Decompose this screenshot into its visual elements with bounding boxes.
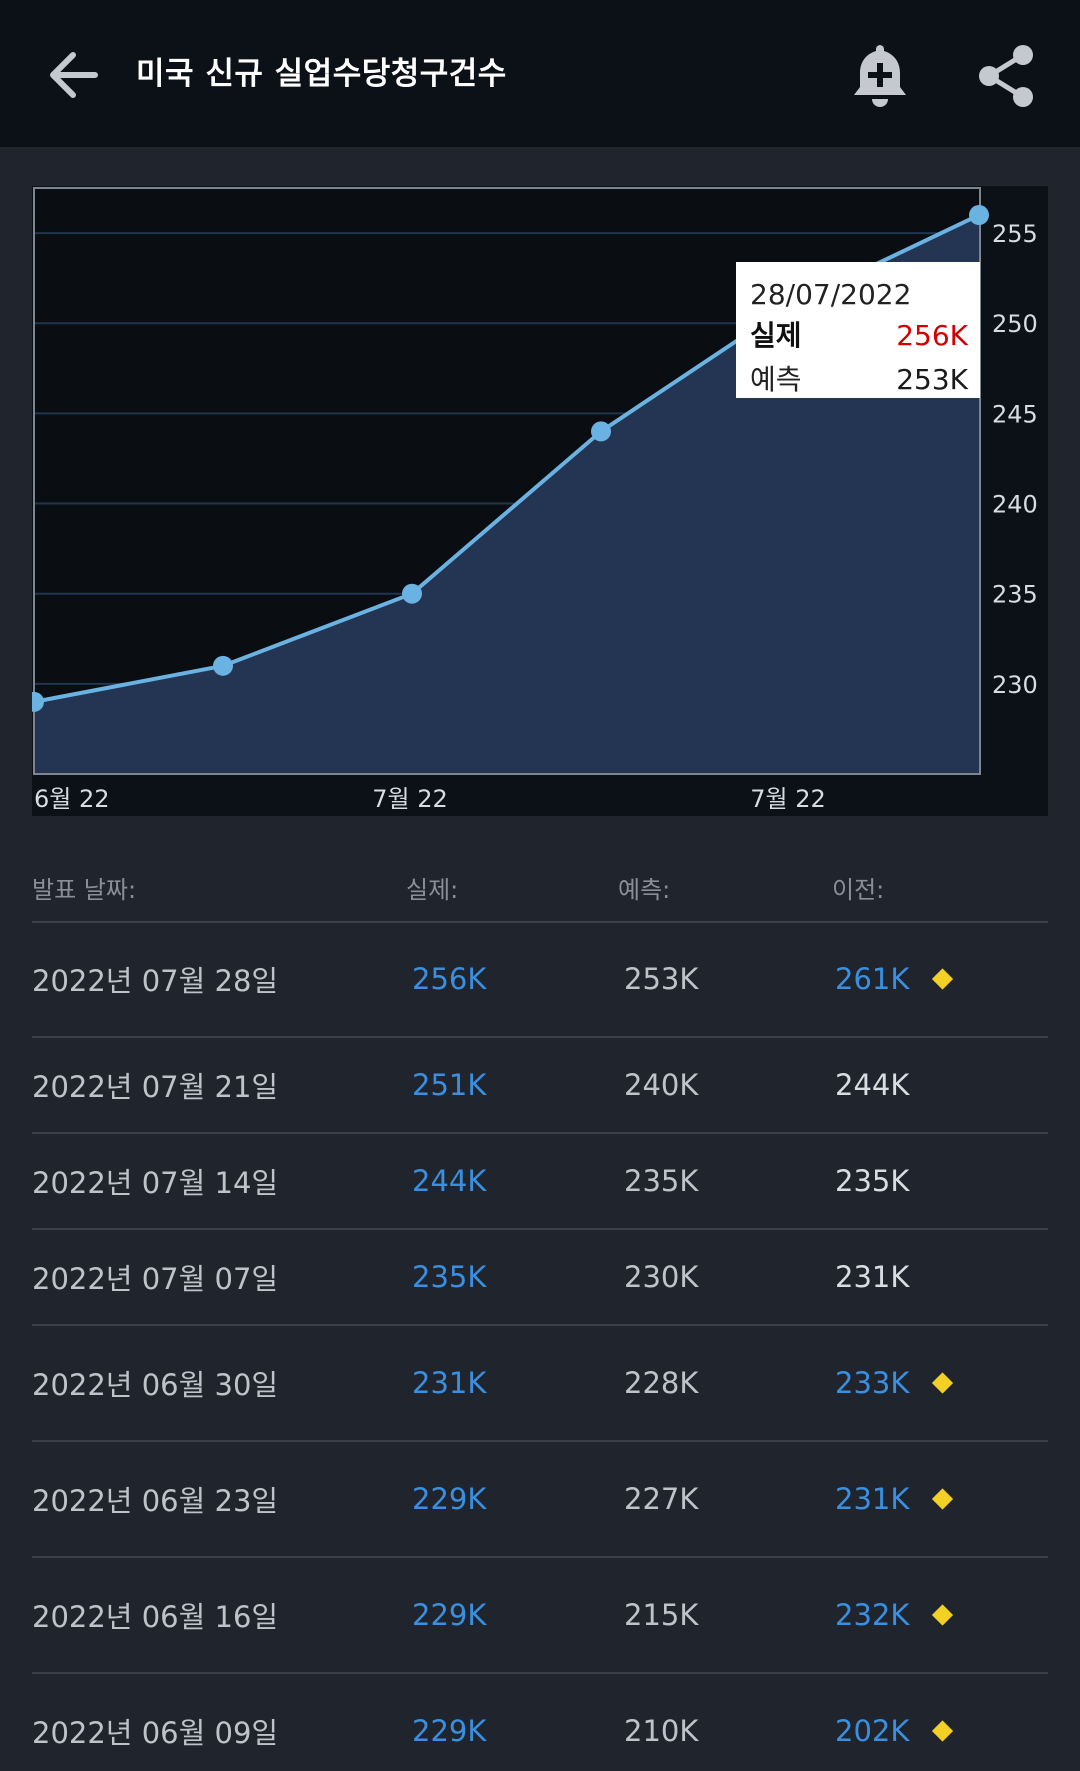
row-release-date: 2022년 07월 28일: [32, 964, 279, 998]
arrow-left-icon: [50, 52, 98, 98]
tooltip-actual-row: 실제 256K: [750, 314, 968, 358]
header-forecast: 예측:: [618, 876, 671, 904]
row-release-date: 2022년 06월 30일: [32, 1368, 279, 1402]
plot-border: [33, 187, 981, 775]
row-forecast-value: 253K: [624, 962, 699, 996]
share-button[interactable]: [970, 38, 1042, 114]
row-actual-value: 244K: [412, 1164, 487, 1198]
data-point: [402, 583, 422, 604]
row-previous-value: 231K: [835, 1260, 910, 1294]
tooltip-forecast-row: 예측 253K: [750, 358, 968, 402]
row-forecast-value: 230K: [624, 1260, 699, 1294]
row-actual-value: 256K: [412, 962, 487, 996]
row-previous-value: 235K: [835, 1164, 910, 1198]
tooltip-actual-label: 실제: [750, 319, 802, 352]
chart-panel[interactable]: 255 250 245 240 235 230 6월 22 7월 22 7월 22 28/07/…: [32, 186, 1048, 816]
revised-diamond-icon: [931, 1604, 954, 1626]
table-header: 발표 날짜: 실제: 예측: 이전:: [32, 870, 1048, 920]
row-forecast-value: 240K: [624, 1068, 699, 1102]
row-release-date: 2022년 07월 21일: [32, 1070, 279, 1104]
row-actual-value: 235K: [412, 1260, 487, 1294]
row-previous-value: 261K: [835, 962, 910, 996]
row-forecast-value: 228K: [624, 1366, 699, 1400]
row-previous-value: 232K: [835, 1598, 910, 1632]
row-actual-value: 229K: [412, 1482, 487, 1516]
header-divider: [32, 921, 1048, 923]
row-previous-value: 233K: [835, 1366, 910, 1400]
row-previous-value: 202K: [835, 1714, 910, 1748]
y-tick-label: 255: [992, 220, 1038, 248]
table-row[interactable]: 2022년 07월 07일 235K 230K 231K: [32, 1230, 1048, 1326]
data-point: [32, 691, 44, 712]
row-actual-value: 251K: [412, 1068, 487, 1102]
table-row[interactable]: 2022년 07월 21일 251K 240K 244K: [32, 1038, 1048, 1134]
y-tick-label: 235: [992, 581, 1038, 609]
add-alert-button[interactable]: [845, 38, 915, 114]
revised-diamond-icon: [931, 968, 954, 990]
table-row[interactable]: 2022년 06월 30일 231K 228K 233K: [32, 1326, 1048, 1442]
header-actual: 실제:: [406, 876, 459, 904]
row-previous-value: 244K: [835, 1068, 910, 1102]
tooltip-date: 28/07/2022: [750, 278, 912, 311]
table-row[interactable]: 2022년 06월 16일 229K 215K 232K: [32, 1558, 1048, 1674]
data-point: [213, 655, 233, 676]
row-previous-value: 231K: [835, 1482, 910, 1516]
row-forecast-value: 215K: [624, 1598, 699, 1632]
revised-diamond-icon: [931, 1488, 954, 1510]
history-table: 2022년 07월 28일 256K 253K 261K 2022년 07월 21일 25…: [32, 922, 1048, 1771]
share-icon: [979, 45, 1033, 107]
x-tick-label: 7월 22: [372, 785, 448, 813]
tooltip-forecast-label: 예측: [750, 363, 802, 396]
row-forecast-value: 227K: [624, 1482, 699, 1516]
header-release-date: 발표 날짜:: [32, 876, 137, 904]
back-button[interactable]: [38, 37, 108, 113]
row-forecast-value: 210K: [624, 1714, 699, 1748]
row-forecast-value: 235K: [624, 1164, 699, 1198]
row-release-date: 2022년 07월 14일: [32, 1166, 279, 1200]
row-actual-value: 229K: [412, 1598, 487, 1632]
revised-diamond-icon: [931, 1372, 954, 1394]
table-row[interactable]: 2022년 06월 23일 229K 227K 231K: [32, 1442, 1048, 1558]
data-point: [969, 205, 989, 226]
y-tick-label: 230: [992, 671, 1038, 699]
bell-plus-icon: [854, 45, 906, 107]
tooltip-actual-value: 256K: [896, 319, 968, 352]
page-title: 미국 신규 실업수당청구건수: [136, 56, 507, 92]
header-previous: 이전:: [832, 876, 885, 904]
data-point: [591, 421, 611, 442]
row-release-date: 2022년 06월 09일: [32, 1716, 279, 1750]
row-release-date: 2022년 06월 16일: [32, 1600, 279, 1634]
y-tick-label: 245: [992, 400, 1038, 428]
y-tick-label: 250: [992, 310, 1038, 338]
revised-diamond-icon: [931, 1720, 954, 1742]
row-actual-value: 229K: [412, 1714, 487, 1748]
x-tick-label: 7월 22: [750, 785, 826, 813]
row-actual-value: 231K: [412, 1366, 487, 1400]
table-row[interactable]: 2022년 06월 09일 229K 210K 202K: [32, 1674, 1048, 1771]
x-tick-label: 6월 22: [34, 785, 110, 813]
row-release-date: 2022년 06월 23일: [32, 1484, 279, 1518]
row-release-date: 2022년 07월 07일: [32, 1262, 279, 1296]
table-row[interactable]: 2022년 07월 14일 244K 235K 235K: [32, 1134, 1048, 1230]
top-app-bar: 미국 신규 실업수당청구건수: [0, 0, 1080, 147]
tooltip-forecast-value: 253K: [896, 363, 968, 396]
y-tick-label: 240: [992, 491, 1038, 519]
chart-tooltip: 28/07/2022 실제 256K 예측 253K: [736, 262, 980, 398]
table-row[interactable]: 2022년 07월 28일 256K 253K 261K: [32, 922, 1048, 1038]
